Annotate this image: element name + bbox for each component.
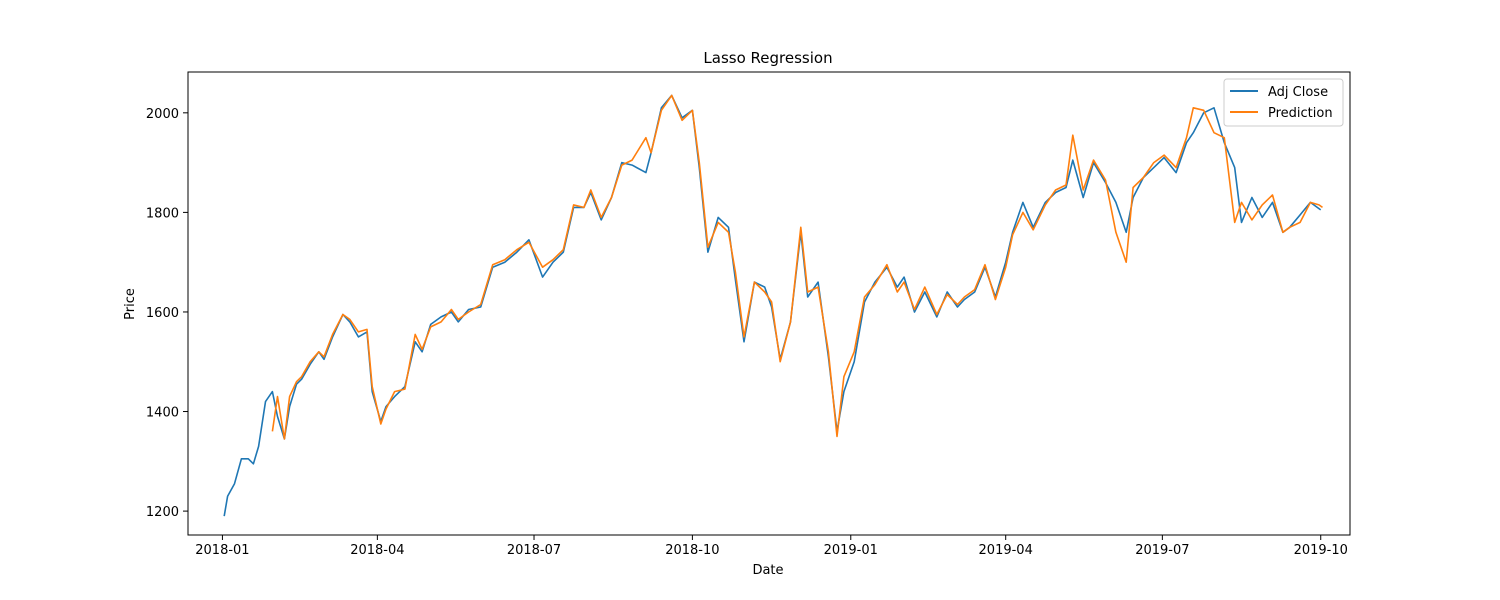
plot-area: 2018-01 2018-04 2018-07 2018-10 2019-01 2019-… xyxy=(146,71,1351,558)
series-line-prediction xyxy=(271,94,1323,440)
legend-label: Adj Close xyxy=(1268,85,1328,100)
y-tick-label: 2000 xyxy=(146,107,179,122)
y-tick-label: 1200 xyxy=(146,505,179,520)
y-tick-label: 1600 xyxy=(146,306,179,321)
x-tick-label: 2018-10 xyxy=(665,543,719,558)
legend-label: Prediction xyxy=(1268,106,1333,121)
x-tick-label: 2018-04 xyxy=(350,543,404,558)
y-tick-label: 1400 xyxy=(146,406,179,421)
x-tick-label: 2019-10 xyxy=(1294,543,1348,558)
series-line-adj-close xyxy=(223,94,1322,517)
x-tick-label: 2018-01 xyxy=(195,543,249,558)
x-tick-label: 2019-07 xyxy=(1135,543,1189,558)
y-tick-label: 1800 xyxy=(146,206,179,221)
y-axis-label: Price xyxy=(123,288,138,320)
x-tick-label: 2018-07 xyxy=(507,543,561,558)
axes-frame xyxy=(187,71,1351,536)
x-tick-label: 2019-04 xyxy=(979,543,1033,558)
x-axis-label: Date xyxy=(752,563,783,578)
chart-title: Lasso Regression xyxy=(703,49,832,67)
legend: Adj Close Prediction xyxy=(1223,78,1344,127)
x-tick-label: 2019-01 xyxy=(824,543,878,558)
